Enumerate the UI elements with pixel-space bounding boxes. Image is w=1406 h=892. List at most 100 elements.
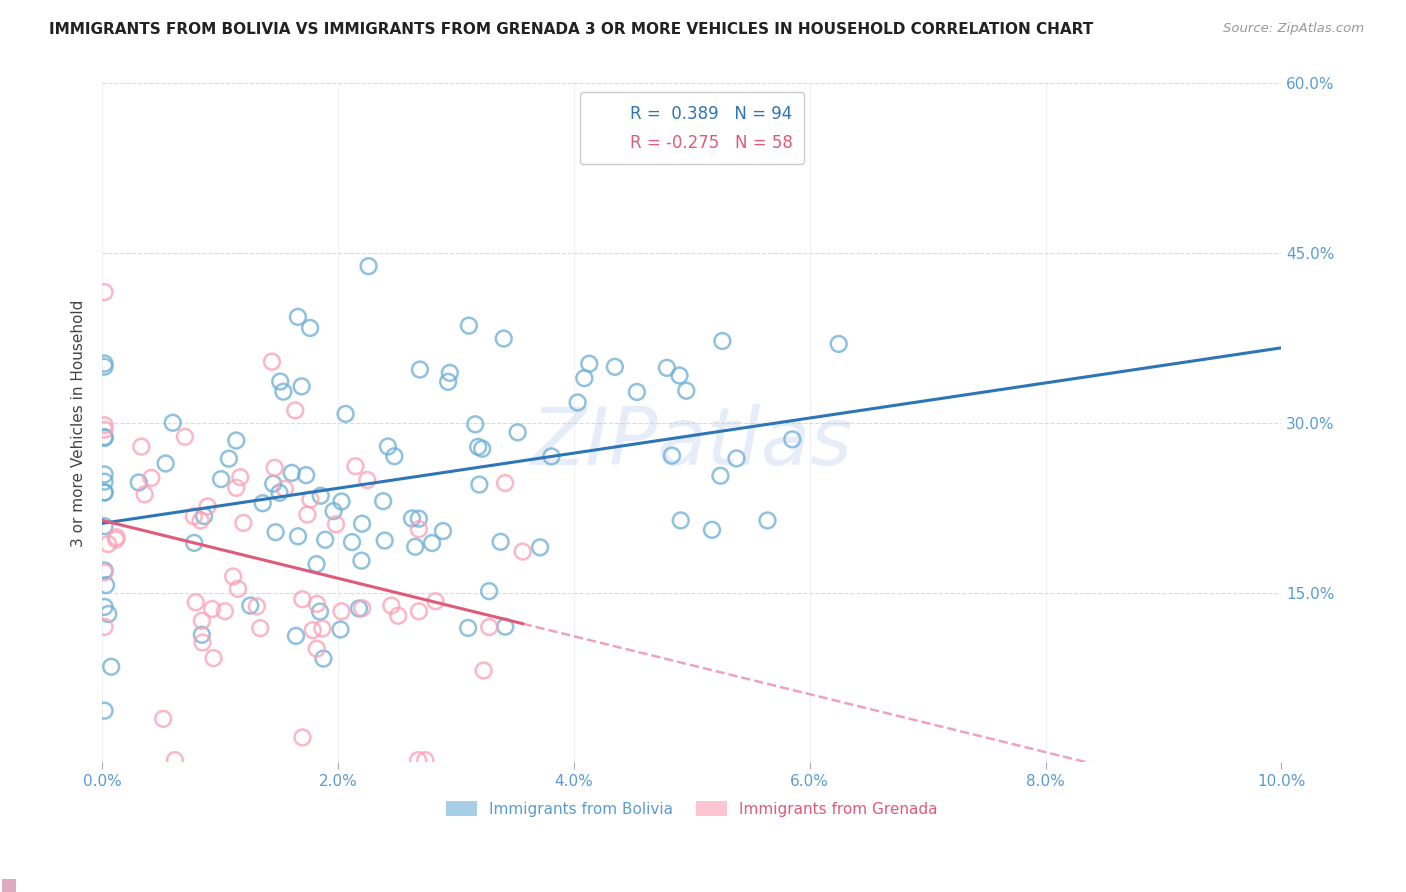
Point [291, 379, 314, 393]
Point [675, 384, 697, 398]
Point [325, 517, 347, 532]
Point [356, 473, 378, 487]
Point [93, 485, 115, 500]
Point [191, 628, 214, 642]
Point [420, 536, 443, 550]
Point [94, 578, 117, 592]
Point [252, 496, 274, 510]
Point [478, 620, 501, 634]
Point [291, 592, 314, 607]
Point [93, 357, 115, 371]
Point [311, 622, 333, 636]
Point [782, 433, 804, 447]
Point [425, 594, 447, 608]
Point [413, 753, 436, 767]
Point [269, 485, 291, 500]
Point [578, 357, 600, 371]
Point [184, 595, 207, 609]
Point [457, 318, 479, 333]
Point [408, 511, 430, 525]
Point [173, 430, 195, 444]
Point [489, 534, 512, 549]
Point [340, 535, 363, 549]
Point [668, 368, 690, 383]
Point [467, 440, 489, 454]
Point [439, 366, 461, 380]
Point [93, 475, 115, 489]
Point [93, 599, 115, 614]
Point [432, 524, 454, 538]
Point [93, 430, 115, 444]
Point [249, 621, 271, 635]
Point [299, 492, 322, 507]
Point [273, 384, 295, 399]
Point [373, 494, 395, 508]
Point [344, 459, 367, 474]
Point [100, 659, 122, 673]
Point [512, 544, 534, 558]
Point [464, 417, 486, 432]
Point [309, 605, 332, 619]
Point [93, 431, 115, 445]
Point [105, 533, 128, 547]
Point [329, 623, 352, 637]
Point [406, 753, 429, 767]
Point [246, 599, 269, 614]
Point [225, 481, 247, 495]
Point [97, 537, 120, 551]
Point [330, 604, 353, 618]
Point [669, 513, 692, 527]
Point [404, 540, 426, 554]
Point [408, 522, 430, 536]
Point [162, 416, 184, 430]
Point [93, 418, 115, 433]
Point [131, 440, 153, 454]
Point [191, 614, 214, 628]
Point [93, 467, 115, 482]
Point [709, 468, 731, 483]
Point [193, 509, 215, 524]
Point [197, 500, 219, 514]
Point [155, 457, 177, 471]
Point [314, 533, 336, 547]
Point [190, 514, 212, 528]
Point [229, 470, 252, 484]
Point [128, 475, 150, 490]
Point [260, 355, 283, 369]
Point [661, 449, 683, 463]
Point [274, 482, 297, 496]
Point [297, 508, 319, 522]
Point [191, 635, 214, 649]
Point [287, 529, 309, 543]
Point [209, 472, 232, 486]
Point [226, 582, 249, 596]
Point [93, 564, 115, 578]
Point [183, 536, 205, 550]
Point [756, 513, 779, 527]
Point [471, 442, 494, 456]
Legend: Immigrants from Bolivia, Immigrants from Grenada: Immigrants from Bolivia, Immigrants from… [440, 795, 943, 822]
Point [163, 753, 186, 767]
Point [352, 516, 374, 531]
Point [655, 360, 678, 375]
Point [335, 407, 357, 421]
Point [540, 450, 562, 464]
Point [711, 334, 734, 348]
Point [291, 731, 314, 745]
Point [264, 525, 287, 540]
Point [468, 477, 491, 491]
Point [409, 362, 432, 376]
Point [218, 451, 240, 466]
Point [269, 375, 291, 389]
Point [225, 434, 247, 448]
Point [603, 359, 626, 374]
Point [529, 541, 551, 555]
Point [93, 704, 115, 718]
Point [263, 460, 285, 475]
Point [567, 395, 589, 409]
Point [347, 601, 370, 615]
Point [352, 601, 374, 615]
Point [309, 489, 332, 503]
Point [401, 511, 423, 525]
Point [134, 487, 156, 501]
